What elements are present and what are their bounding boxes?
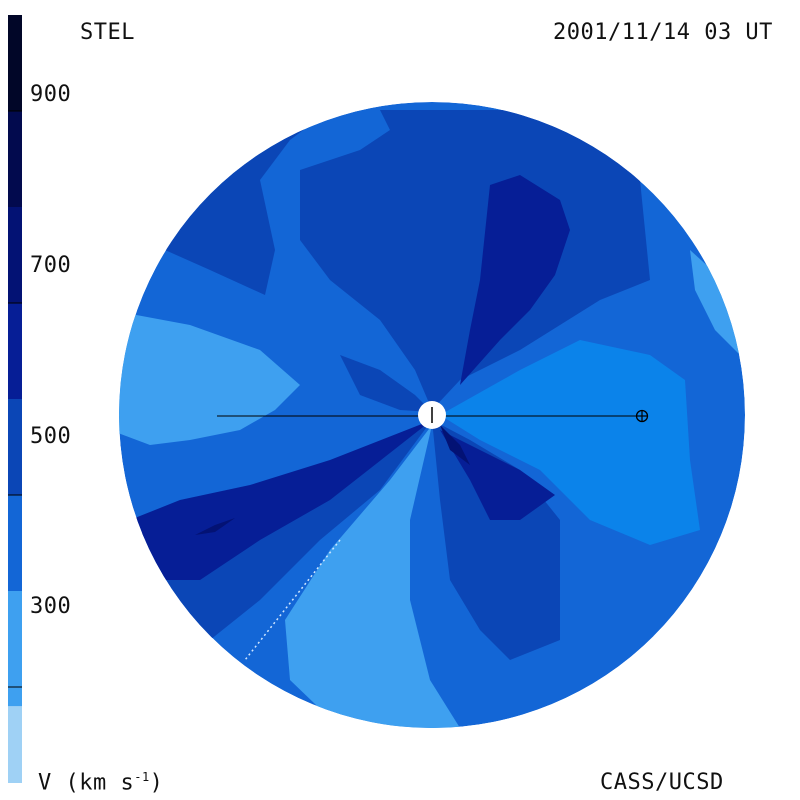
color-band-600-700 <box>8 303 22 399</box>
datetime-label: 2001/11/14 03 UT <box>553 20 773 45</box>
color-band-280-400 <box>8 591 22 707</box>
credit-label: CASS/UCSD <box>600 770 724 795</box>
region-darkest-center <box>440 425 470 465</box>
region-dark-center-west <box>340 355 432 412</box>
region-dark-north <box>300 110 650 410</box>
region-light-east-edge <box>690 250 745 360</box>
region-light-south <box>285 425 460 728</box>
comet-trail <box>244 539 341 661</box>
tick-label-500: 500 <box>30 424 72 449</box>
color-band-500-600 <box>8 399 22 495</box>
color-band-900-1000 <box>8 15 22 111</box>
region-darker-southwest <box>130 420 432 580</box>
unit-label: V (km s-1) <box>38 770 164 796</box>
region-light-west <box>119 310 300 445</box>
region-light-east <box>440 340 700 545</box>
color-scale-bar <box>8 15 22 783</box>
color-band-800-900 <box>8 111 22 207</box>
color-band-200-280 <box>8 706 22 783</box>
tick-label-300: 300 <box>30 594 72 619</box>
region-darker-southeast <box>440 430 555 520</box>
region-darkest-southwest <box>195 518 235 535</box>
instrument-label: STEL <box>80 20 135 45</box>
color-band-700-800 <box>8 207 22 303</box>
tick-label-700: 700 <box>30 253 72 278</box>
color-band-400-500 <box>8 495 22 591</box>
tick-label-900: 900 <box>30 82 72 107</box>
region-darker-north <box>460 175 570 385</box>
